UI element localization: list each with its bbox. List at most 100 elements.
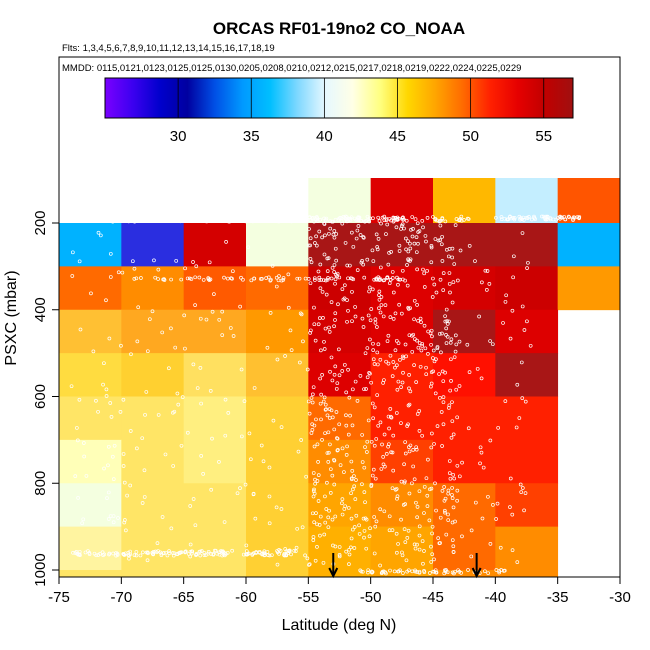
track-point <box>440 259 445 263</box>
track-point <box>408 259 412 263</box>
track-point <box>344 217 348 221</box>
track-point <box>364 546 369 551</box>
track-point <box>333 311 338 316</box>
track-point <box>213 548 218 553</box>
track-point <box>379 221 383 226</box>
track-point <box>340 497 345 501</box>
track-point <box>422 511 426 515</box>
track-point <box>451 280 456 284</box>
x-tick-label: -70 <box>110 589 132 606</box>
track-point <box>515 382 520 387</box>
track-point <box>316 269 321 274</box>
heatmap-cell <box>370 439 434 484</box>
track-point <box>430 552 435 557</box>
track-point <box>381 314 386 319</box>
track-point <box>348 216 353 221</box>
track-point <box>335 436 339 440</box>
heatmap-cell <box>121 353 185 397</box>
track-point <box>526 260 530 265</box>
track-point <box>271 218 276 222</box>
track-point <box>196 215 200 220</box>
track-point <box>465 216 470 221</box>
track-point <box>378 507 383 512</box>
track-point <box>182 215 186 220</box>
track-point <box>279 425 284 429</box>
track-point <box>182 313 187 318</box>
track-point <box>414 445 419 450</box>
track-point <box>361 325 366 329</box>
track-point <box>447 281 452 286</box>
track-point <box>351 244 356 249</box>
colorbar-gradient <box>104 77 574 119</box>
track-point <box>315 479 320 483</box>
track-point <box>368 337 372 342</box>
track-point <box>225 276 230 281</box>
y-tick-label: 400 <box>32 297 49 322</box>
track-point <box>152 258 156 263</box>
track-point <box>391 216 396 221</box>
track-point <box>186 552 191 556</box>
heatmap-cell <box>121 570 185 578</box>
x-axis-label: Latitude (deg N) <box>282 617 397 634</box>
track-point <box>274 505 279 510</box>
track-point <box>501 321 505 325</box>
track-point <box>459 214 464 219</box>
track-point <box>504 293 509 298</box>
track-point <box>448 340 453 345</box>
track-point <box>279 507 284 511</box>
track-point <box>318 376 322 381</box>
heatmap-cells <box>59 178 621 578</box>
track-point <box>322 221 326 226</box>
track-point <box>496 425 501 430</box>
x-tick-label: -45 <box>422 589 444 606</box>
track-point <box>170 551 175 555</box>
track-point <box>426 457 430 462</box>
track-point <box>335 381 340 386</box>
track-point <box>312 444 317 449</box>
track-point <box>169 217 174 222</box>
track-point <box>422 271 427 276</box>
track-point <box>389 450 393 455</box>
track-point <box>429 342 433 347</box>
track-point <box>422 549 426 553</box>
track-point <box>202 217 206 222</box>
track-point <box>473 259 477 263</box>
track-point <box>370 401 375 406</box>
track-point <box>311 494 316 499</box>
track-point <box>444 307 449 312</box>
track-point <box>230 276 234 281</box>
track-point <box>366 418 371 423</box>
track-point <box>410 215 415 219</box>
heatmap-cell <box>246 223 309 267</box>
track-point <box>388 315 393 319</box>
track-point <box>154 550 159 555</box>
track-point <box>267 553 272 558</box>
track-point <box>406 568 411 573</box>
track-point <box>314 511 318 515</box>
track-point <box>379 295 384 299</box>
track-point <box>391 433 396 438</box>
track-point <box>332 270 336 274</box>
track-point <box>450 419 455 424</box>
track-point <box>430 295 435 299</box>
track-point <box>322 252 327 257</box>
track-point <box>405 263 409 267</box>
track-point <box>425 268 429 273</box>
track-point <box>388 407 393 411</box>
track-point <box>416 318 420 323</box>
track-point <box>385 276 389 280</box>
track-point <box>433 217 438 221</box>
track-point <box>289 219 294 224</box>
track-point <box>387 514 392 519</box>
track-point <box>458 248 463 253</box>
track-point <box>485 269 490 273</box>
track-point <box>375 245 380 249</box>
track-point <box>308 236 313 241</box>
track-point <box>404 236 408 241</box>
track-point <box>346 432 351 437</box>
track-point <box>171 464 176 468</box>
heatmap-cell <box>308 178 372 224</box>
track-point <box>77 397 82 402</box>
track-point <box>426 352 430 356</box>
track-point <box>512 254 516 259</box>
